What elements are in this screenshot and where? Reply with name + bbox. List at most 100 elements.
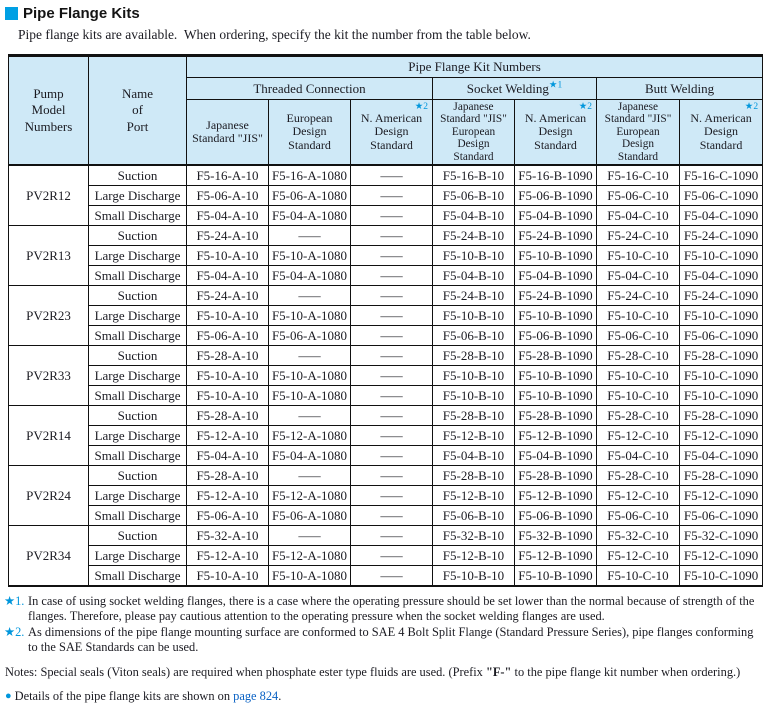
kit-number-cell: F5-12-A-10 [186, 425, 269, 446]
kit-number-cell: F5-28-B-1090 [514, 345, 597, 366]
kit-number-cell: F5-10-B-1090 [514, 385, 597, 406]
kit-number-cell: — [350, 565, 433, 587]
kit-number-cell: F5-28-B-1090 [514, 465, 597, 486]
kit-number-cell: F5-28-C-1090 [678, 345, 764, 366]
kit-number-cell: — [350, 265, 433, 286]
kit-number-cell: — [350, 425, 433, 446]
kit-number-cell: F5-10-B-10 [432, 305, 515, 326]
pump-model-cell: PV2R33 [8, 345, 89, 406]
kit-number-cell: — [268, 345, 351, 366]
kit-number-cell: F5-28-B-10 [432, 405, 515, 426]
details-line: ● Details of the pipe flange kits are sh… [5, 689, 770, 704]
kit-number-cell: F5-10-B-10 [432, 365, 515, 386]
table-row: Small Discharge F5-06-A-10 F5-06-A-1080— F5… [9, 505, 764, 526]
kit-number-cell: F5-06-B-10 [432, 325, 515, 346]
kit-number-cell: — [350, 325, 433, 346]
kit-number-cell: F5-28-C-1090 [678, 465, 764, 486]
kit-number-cell: F5-12-B-10 [432, 425, 515, 446]
port-name-cell: Large Discharge [88, 485, 187, 506]
pipe-flange-kit-table: Pump Model Numbers Name of Port Pipe Fla… [8, 54, 764, 587]
kit-number-cell: F5-10-C-10 [596, 305, 680, 326]
kit-number-cell: F5-10-C-1090 [678, 365, 764, 386]
kit-number-cell: — [350, 345, 433, 366]
page-824-link[interactable]: page 824 [233, 688, 279, 703]
kit-number-cell: F5-04-A-10 [186, 205, 269, 226]
kit-number-cell: F5-10-A-1080 [268, 365, 351, 386]
port-name-cell: Large Discharge [88, 305, 187, 326]
table-row: Small Discharge F5-10-A-10 F5-10-A-1080— F5… [9, 385, 764, 406]
kit-number-cell: F5-10-A-10 [186, 385, 269, 406]
kit-number-cell: — [350, 225, 433, 246]
kit-number-cell: F5-16-C-1090 [678, 164, 764, 186]
port-name-cell: Small Discharge [88, 445, 187, 466]
kit-number-cell: F5-10-A-10 [186, 305, 269, 326]
footnote-1-text: In case of using socket welding flanges,… [28, 594, 755, 624]
kit-number-cell: F5-06-A-1080 [268, 505, 351, 526]
table-row: PV2R12 Suction F5-16-A-10 F5-16-A-1080— F5-1… [8, 164, 764, 226]
kit-number-cell: — [350, 465, 433, 486]
port-name-cell: Suction [88, 525, 187, 546]
port-name-cell: Small Discharge [88, 325, 187, 346]
kit-number-cell: F5-06-C-1090 [678, 505, 764, 526]
kit-number-cell: F5-28-C-10 [596, 405, 680, 426]
kit-number-cell: F5-04-A-10 [186, 265, 269, 286]
kit-number-cell: F5-12-C-10 [596, 425, 680, 446]
section-marker-square [5, 7, 18, 20]
details-text: Details of the pipe flange kits are show… [14, 688, 282, 703]
kit-number-cell: F5-04-C-10 [596, 265, 680, 286]
kit-number-cell: F5-32-C-1090 [678, 525, 764, 546]
kit-number-cell: — [268, 465, 351, 486]
kit-number-cell: — [350, 245, 433, 266]
kit-number-cell: F5-12-C-10 [596, 485, 680, 506]
kit-number-cell: F5-10-C-10 [596, 385, 680, 406]
kit-number-cell: F5-32-A-10 [186, 525, 269, 546]
kit-number-cell: F5-12-A-10 [186, 485, 269, 506]
kit-number-cell: F5-10-C-10 [596, 565, 680, 587]
footnote-2-text: As dimensions of the pipe flange mountin… [28, 624, 754, 655]
kit-number-cell: F5-04-B-10 [432, 265, 515, 286]
table-row: PV2R23 Suction F5-24-A-10— — F5-24-B-10 F5-24… [8, 285, 764, 346]
table-row: Large Discharge F5-12-A-10 F5-12-A-1080— F5… [9, 425, 764, 446]
table-row: Large Discharge F5-10-A-10 F5-10-A-1080— F5… [9, 305, 764, 326]
kit-number-cell: — [350, 505, 433, 526]
kit-number-cell: F5-24-C-1090 [678, 285, 764, 306]
port-name-cell: Large Discharge [88, 425, 187, 446]
kit-number-cell: — [268, 225, 351, 246]
kit-number-cell: F5-12-B-1090 [514, 485, 597, 506]
kit-number-cell: F5-10-A-10 [186, 365, 269, 386]
kit-number-cell: F5-04-A-1080 [268, 265, 351, 286]
kit-number-cell: — [350, 285, 433, 306]
kit-number-cell: F5-04-C-1090 [678, 265, 764, 286]
table-row: Large Discharge F5-12-A-10 F5-12-A-1080— F5… [9, 545, 764, 566]
header-butt-jis-european: Japanese Standard "JIS" European Design … [596, 99, 680, 166]
kit-number-cell: F5-24-A-10 [186, 285, 269, 306]
kit-number-cell: F5-16-B-10 [432, 164, 515, 186]
kit-number-cell: F5-10-B-10 [432, 565, 515, 587]
kit-number-cell: F5-12-A-1080 [268, 425, 351, 446]
port-name-cell: Small Discharge [88, 385, 187, 406]
kit-number-cell: F5-12-C-1090 [678, 545, 764, 566]
kit-number-cell: F5-12-B-10 [432, 485, 515, 506]
kit-number-cell: F5-10-C-1090 [678, 385, 764, 406]
port-name-cell: Large Discharge [88, 245, 187, 266]
kit-number-cell: F5-06-A-10 [186, 185, 269, 206]
kit-number-cell: — [350, 545, 433, 566]
kit-number-cell: F5-06-C-10 [596, 505, 680, 526]
kit-number-cell: F5-28-C-10 [596, 465, 680, 486]
kit-number-cell: F5-28-C-1090 [678, 405, 764, 426]
page-title: Pipe Flange Kits [23, 5, 140, 22]
table-row: Large Discharge F5-10-A-10 F5-10-A-1080— F5… [9, 245, 764, 266]
kit-number-cell: F5-12-C-10 [596, 545, 680, 566]
kit-number-cell: F5-10-C-1090 [678, 565, 764, 587]
kit-number-cell: F5-12-B-1090 [514, 545, 597, 566]
header-butt-n-american: ★2 N. American Design Standard [678, 99, 764, 166]
kit-number-cell: — [350, 185, 433, 206]
kit-number-cell: F5-24-A-10 [186, 225, 269, 246]
kit-number-cell: F5-10-A-1080 [268, 565, 351, 587]
kit-number-cell: F5-04-C-1090 [678, 445, 764, 466]
kit-number-cell: F5-28-A-10 [186, 345, 269, 366]
kit-number-cell: F5-10-C-1090 [678, 305, 764, 326]
kit-number-cell: F5-24-B-10 [432, 285, 515, 306]
footnote-1-marker: ★1. [4, 594, 25, 608]
kit-number-cell: F5-04-C-1090 [678, 205, 764, 226]
